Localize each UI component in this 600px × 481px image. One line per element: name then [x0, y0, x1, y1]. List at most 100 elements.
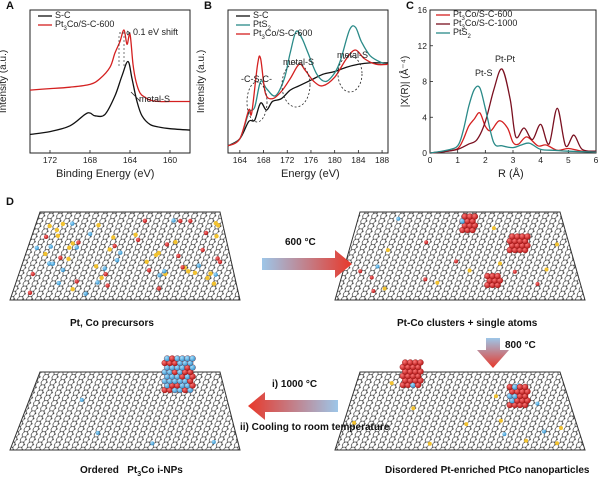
cluster-atom [494, 272, 501, 280]
atom [60, 221, 66, 227]
series-line-c-1 [429, 68, 597, 154]
atom [50, 261, 55, 266]
cluster-atom [524, 233, 531, 240]
atom [70, 287, 75, 292]
legend-c-pts2: PtS2 [453, 27, 471, 40]
xtick-label-a-2: 164 [123, 155, 137, 165]
b-xlabel: Energy (eV) [281, 168, 340, 180]
step-cooling: ii) Cooling to room temperature [240, 422, 390, 433]
atom [171, 218, 176, 223]
xtick-label-b-5: 184 [351, 155, 365, 165]
legend-b-pt3co: Pt3Co/S-C-600 [253, 28, 313, 41]
atom [56, 280, 61, 286]
atom [144, 259, 149, 264]
ytick-label-c-0: 0 [422, 148, 427, 158]
cluster-atom [417, 359, 424, 366]
a-xlabel: Binding Energy (eV) [56, 168, 155, 180]
atom [555, 242, 559, 247]
atom [74, 245, 79, 250]
step-1000: i) 1000 °C [272, 379, 318, 390]
atom [371, 289, 376, 293]
atom [60, 267, 65, 273]
ytick-label-c-3: 12 [418, 41, 428, 51]
xtick-label-c-0: 0 [428, 155, 433, 165]
panel-b-frame [227, 9, 389, 154]
atom [146, 268, 152, 273]
atom [200, 247, 205, 253]
step-800: 800 °C [505, 340, 536, 351]
xtick-label-c-6: 6 [594, 155, 599, 165]
atom [103, 272, 108, 277]
annotation-pt-s: Pt-S [475, 68, 493, 78]
legend-b-sc: S-C [253, 10, 269, 20]
xtick-label-c-3: 3 [511, 155, 516, 165]
atom [27, 290, 33, 295]
atom [215, 256, 220, 261]
series-line-b-1 [227, 25, 389, 147]
ytick-label-c-4: 16 [418, 5, 428, 15]
atom [118, 250, 123, 255]
xtick-label-b-6: 188 [375, 155, 389, 165]
metal-s-circle-2 [337, 55, 363, 93]
atom [186, 269, 191, 274]
graphene-sheet-4 [9, 371, 241, 451]
atom [76, 240, 81, 245]
atom [102, 266, 107, 271]
atom [396, 216, 401, 221]
atom [524, 438, 529, 443]
legend-c-1000: Pt3Co/S-C-1000 [453, 18, 518, 31]
atom [427, 441, 432, 446]
atom [95, 430, 100, 435]
csc-circle [246, 81, 268, 123]
atom [30, 271, 35, 277]
atom [66, 256, 71, 262]
atom [188, 218, 193, 224]
atom [217, 259, 223, 265]
c-ylabel: |X(R)| (Å⁻⁴) [400, 55, 412, 108]
atom [369, 275, 374, 280]
arrow-800 [477, 338, 509, 368]
schematic [9, 211, 586, 451]
xtick-label-a-0: 172 [43, 155, 57, 165]
atom [205, 275, 210, 281]
atom [203, 230, 209, 236]
legend-a-pt3co: Pt3Co/S-C-600 [55, 19, 115, 32]
graphene-sheet-2 [334, 211, 586, 301]
atom [87, 231, 93, 237]
annotation-pt-pt: Pt-Pt [495, 54, 516, 64]
atom [156, 286, 162, 291]
atom [214, 234, 219, 239]
atom [542, 429, 546, 434]
atom [156, 250, 161, 256]
atom [54, 227, 60, 233]
atom [512, 269, 517, 274]
annotation-metal-s-a: metal-S [139, 94, 171, 104]
atom [70, 221, 75, 226]
atom [454, 259, 458, 264]
annotation-metal-s-b2: metal-S [337, 50, 369, 60]
atom [502, 432, 507, 437]
atom [555, 441, 559, 446]
atom [211, 440, 216, 444]
atom [107, 247, 112, 252]
series-line-b-2 [227, 49, 389, 147]
panel-a-frame [29, 9, 191, 154]
atom [114, 258, 120, 263]
stage-label-ordered: Ordered Pt3Co i-NPs [80, 465, 183, 478]
atom [99, 275, 104, 280]
atom [95, 280, 100, 285]
atom [424, 240, 429, 245]
c-xlabel: R (Å) [498, 168, 524, 180]
xtick-label-b-4: 180 [328, 155, 342, 165]
xtick-label-b-0: 164 [233, 155, 247, 165]
xtick-label-c-4: 4 [538, 155, 543, 165]
atom [211, 281, 217, 286]
atom [385, 248, 390, 253]
metal-s-pointer [130, 91, 141, 102]
atom [411, 406, 416, 411]
legend-a-sc: S-C [55, 10, 71, 20]
series-line-a-0 [29, 60, 191, 136]
atom [133, 232, 138, 237]
